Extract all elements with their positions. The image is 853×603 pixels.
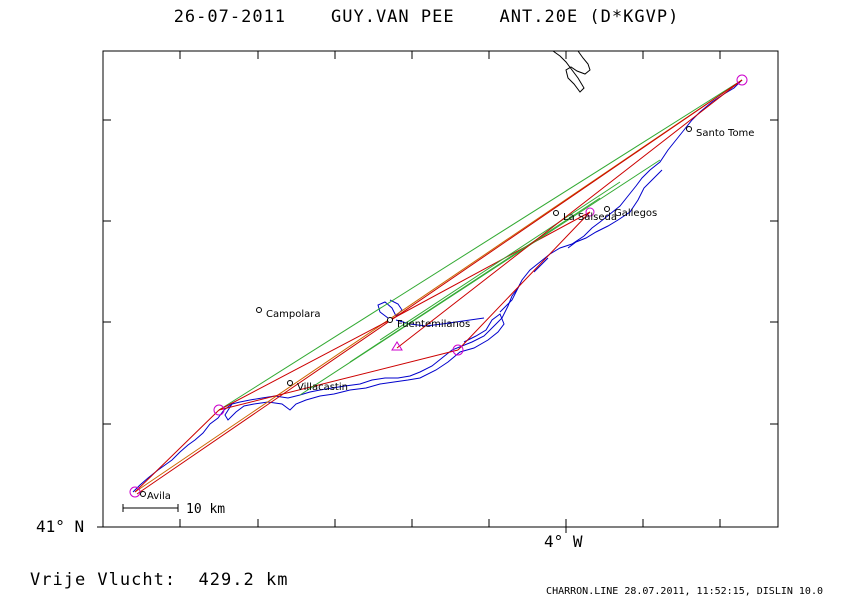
town-label-santo-tome: Santo Tome <box>696 128 754 139</box>
town-marker <box>604 206 610 212</box>
town-marker <box>140 491 146 497</box>
gps-track-segment <box>224 313 505 421</box>
software-credit: CHARRON.LINE 28.07.2011, 11:52:15, DISLI… <box>546 586 823 597</box>
scale-bar <box>122 504 179 512</box>
free-flight-distance: Vrije Vlucht: 429.2 km <box>30 570 288 590</box>
town-label-avila: Avila <box>147 491 171 502</box>
gps-track-segment <box>499 169 663 313</box>
longitude-label: 4° W <box>544 532 583 551</box>
town-markers <box>140 126 692 497</box>
town-label-fuentemilanos: Fuentemilanos <box>397 319 470 330</box>
turnpoint-marker <box>129 486 141 498</box>
turnpoint-marker <box>585 207 595 217</box>
town-marker <box>387 317 393 323</box>
town-marker <box>553 210 559 216</box>
turnpoint-marker <box>452 344 464 356</box>
town-label-gallegos: Gallegos <box>614 208 657 219</box>
axis-ticks <box>97 51 778 533</box>
town-marker <box>686 126 692 132</box>
turnpoint-marker <box>736 74 748 86</box>
gps-track-segment <box>377 299 485 327</box>
route-legs <box>134 79 743 495</box>
turnpoints <box>129 74 748 498</box>
flight-title: 26-07-2011 GUY.VAN PEE ANT.20E (D*KGVP) <box>0 7 853 27</box>
border-line <box>552 50 591 93</box>
distance-value: 429.2 km <box>198 570 289 590</box>
scale-bar-label: 10 km <box>186 502 225 517</box>
town-marker <box>256 307 262 313</box>
town-label-la-salseda: La Salseda <box>563 212 617 223</box>
town-label-villacastin: Villacastin <box>297 382 348 393</box>
town-marker <box>287 380 293 386</box>
gps-track <box>132 79 743 493</box>
latitude-label: 41° N <box>36 517 85 536</box>
town-label-campolara: Campolara <box>266 309 320 320</box>
plot-frame <box>102 50 779 528</box>
pilot-name: GUY.VAN PEE <box>331 7 455 27</box>
start-triangle-marker <box>391 341 403 351</box>
turnpoint-marker <box>213 404 225 416</box>
glider-name: ANT.20E (D*KGVP) <box>499 7 680 27</box>
distance-label: Vrije Vlucht: <box>30 570 177 590</box>
flight-date: 26-07-2011 <box>173 7 287 27</box>
